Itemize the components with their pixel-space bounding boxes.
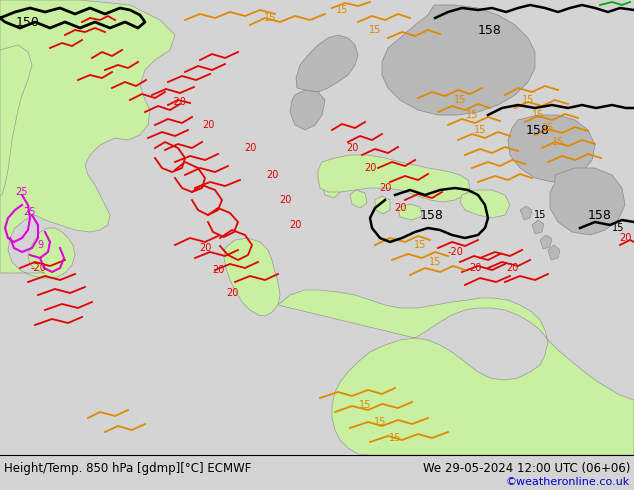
Text: 15: 15 xyxy=(474,125,486,135)
Text: -20: -20 xyxy=(447,247,463,257)
Polygon shape xyxy=(398,204,422,220)
Text: 158: 158 xyxy=(420,209,444,221)
Polygon shape xyxy=(508,115,595,182)
Polygon shape xyxy=(322,180,340,198)
Text: 15: 15 xyxy=(612,223,624,233)
Text: 15: 15 xyxy=(454,95,466,105)
Text: 158: 158 xyxy=(478,24,502,36)
Text: 20: 20 xyxy=(266,170,278,180)
Polygon shape xyxy=(382,5,535,115)
Polygon shape xyxy=(540,235,552,249)
Polygon shape xyxy=(548,245,560,260)
Text: 158: 158 xyxy=(526,123,550,137)
Polygon shape xyxy=(0,0,175,278)
Polygon shape xyxy=(296,35,358,92)
Text: 150: 150 xyxy=(16,16,40,28)
Text: 158: 158 xyxy=(588,209,612,221)
Text: 15: 15 xyxy=(336,5,348,15)
Polygon shape xyxy=(550,168,625,235)
Text: -20: -20 xyxy=(30,263,46,273)
Polygon shape xyxy=(532,220,544,234)
Text: We 29-05-2024 12:00 UTC (06+06): We 29-05-2024 12:00 UTC (06+06) xyxy=(423,462,630,474)
Text: 20: 20 xyxy=(212,265,224,275)
Text: 20: 20 xyxy=(202,120,214,130)
Polygon shape xyxy=(278,290,634,455)
Text: 15: 15 xyxy=(429,257,441,267)
Text: 25: 25 xyxy=(16,187,29,197)
Text: 15: 15 xyxy=(534,210,546,220)
Text: 20: 20 xyxy=(226,288,238,298)
Text: 20: 20 xyxy=(469,263,481,273)
Text: 15: 15 xyxy=(532,110,544,120)
Text: 20: 20 xyxy=(394,203,406,213)
Text: 25: 25 xyxy=(23,207,36,217)
Polygon shape xyxy=(375,196,390,214)
Polygon shape xyxy=(0,45,32,195)
Text: 15: 15 xyxy=(389,433,401,443)
Text: Height/Temp. 850 hPa [gdmp][°C] ECMWF: Height/Temp. 850 hPa [gdmp][°C] ECMWF xyxy=(4,462,251,474)
Text: 15: 15 xyxy=(552,137,564,147)
Text: 20: 20 xyxy=(199,243,211,253)
Text: ©weatheronline.co.uk: ©weatheronline.co.uk xyxy=(506,477,630,487)
Text: 20: 20 xyxy=(378,183,391,193)
Polygon shape xyxy=(520,206,532,220)
Text: 15: 15 xyxy=(374,417,386,427)
Polygon shape xyxy=(290,90,325,130)
Polygon shape xyxy=(318,155,470,202)
Polygon shape xyxy=(460,190,510,218)
Text: 20: 20 xyxy=(279,195,291,205)
Polygon shape xyxy=(350,190,367,208)
Text: 20: 20 xyxy=(346,143,358,153)
Text: 15: 15 xyxy=(414,240,426,250)
Text: 9: 9 xyxy=(37,240,43,250)
Text: 20: 20 xyxy=(289,220,301,230)
Text: 15: 15 xyxy=(522,95,534,105)
Text: 15: 15 xyxy=(466,110,478,120)
Text: 20: 20 xyxy=(244,143,256,153)
Text: 15: 15 xyxy=(359,400,371,410)
Polygon shape xyxy=(224,238,280,316)
Text: -20: -20 xyxy=(170,97,186,107)
Text: 15: 15 xyxy=(264,13,276,23)
Text: 15: 15 xyxy=(542,123,554,133)
Text: 15: 15 xyxy=(369,25,381,35)
Text: 20: 20 xyxy=(506,263,518,273)
Text: 20: 20 xyxy=(619,233,631,243)
Text: 20: 20 xyxy=(364,163,376,173)
